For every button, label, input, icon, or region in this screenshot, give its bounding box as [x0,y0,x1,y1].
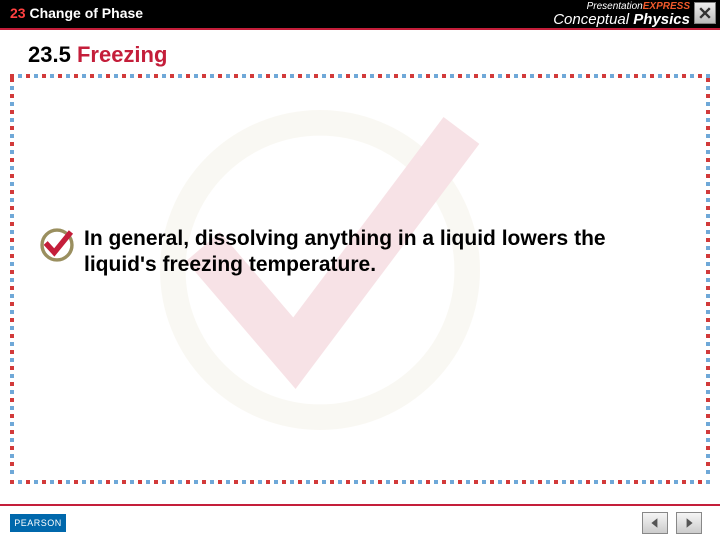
body-text: In general, dissolving anything in a liq… [84,226,644,279]
close-icon [699,7,711,19]
brand-bottom-right: Physics [633,11,690,28]
chapter-title: Change of Phase [29,5,143,21]
prev-button[interactable] [642,512,668,534]
dot-border-right [704,76,712,480]
arrow-right-icon [683,517,695,529]
close-button[interactable] [694,2,716,24]
chapter-label: 23 Change of Phase [10,5,143,21]
next-button[interactable] [676,512,702,534]
section-title: Freezing [77,42,167,67]
brand-bottom: Conceptual Physics [553,12,690,27]
slide: 23 Change of Phase PresentationEXPRESS C… [0,0,720,540]
nav-arrows [642,512,702,534]
brand-bottom-left: Conceptual [553,11,629,28]
dot-border-top [8,72,712,80]
dot-border-left [8,76,16,480]
section-number: 23.5 [28,42,71,67]
dot-border-bottom [8,478,712,486]
publisher-logo: PEARSON [10,514,66,532]
chapter-number: 23 [10,5,26,21]
section-heading: 23.5 Freezing [28,42,167,68]
topbar: 23 Change of Phase PresentationEXPRESS C… [0,0,720,28]
footer: PEARSON [0,504,720,540]
check-circle-icon [40,228,74,262]
arrow-left-icon [649,517,661,529]
brand: PresentationEXPRESS Conceptual Physics [553,2,690,27]
top-divider [0,28,720,30]
